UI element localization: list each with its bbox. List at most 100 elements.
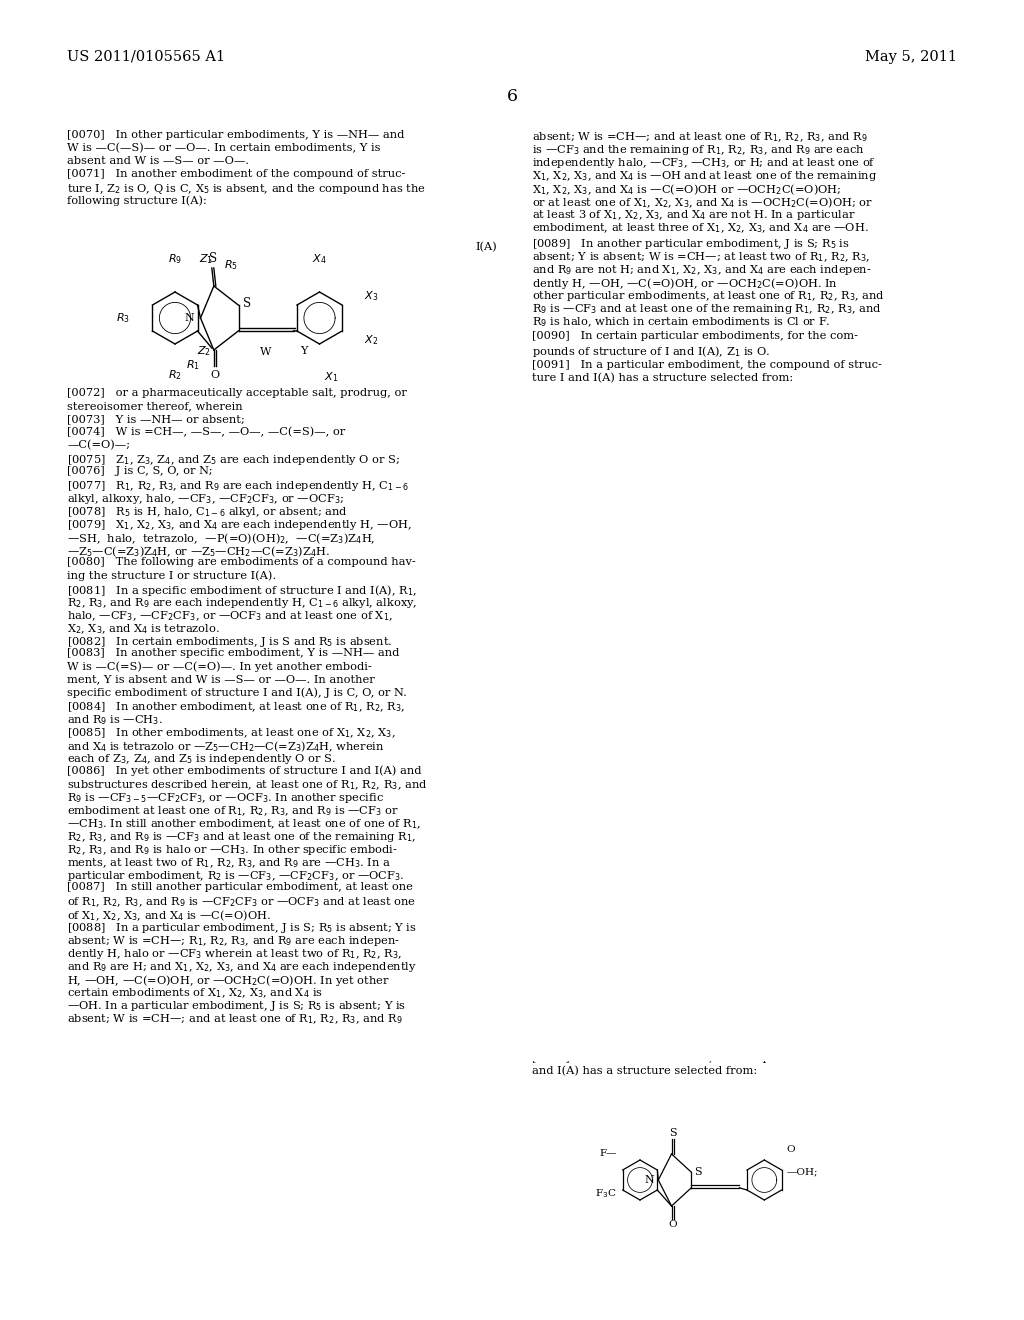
Text: CF$_3$: CF$_3$ [556, 504, 577, 517]
Text: —C(=O)—;: —C(=O)—; [67, 440, 130, 450]
Text: S: S [243, 297, 251, 310]
Text: O: O [628, 833, 637, 842]
Text: specific embodiment of structure I and I(A), J is C, O, or N.: specific embodiment of structure I and I… [67, 686, 407, 697]
Text: is —CF$_3$ and the remaining of R$_1$, R$_2$, R$_3$, and R$_9$ are each: is —CF$_3$ and the remaining of R$_1$, R… [532, 143, 864, 157]
Text: —OH;: —OH; [746, 631, 778, 639]
Text: S: S [629, 891, 636, 902]
Text: $X_2$: $X_2$ [364, 333, 378, 347]
Text: —OH. In a particular embodiment, J is S; R$_5$ is absent; Y is: —OH. In a particular embodiment, J is S;… [67, 999, 407, 1012]
Text: OH: OH [746, 759, 764, 767]
Text: absent; Y is absent; W is =CH—; at least two of R$_1$, R$_2$, R$_3$,: absent; Y is absent; W is =CH—; at least… [532, 249, 870, 264]
Text: —OH;: —OH; [786, 1167, 818, 1176]
Text: [0091]   In a particular embodiment, the compound of struc-: [0091] In a particular embodiment, the c… [532, 360, 882, 370]
Text: $R_9$: $R_9$ [168, 252, 182, 267]
Text: S: S [694, 1167, 701, 1177]
Text: O: O [632, 535, 640, 543]
Text: $R_1$: $R_1$ [186, 358, 200, 372]
Text: [0075]   Z$_1$, Z$_3$, Z$_4$, and Z$_5$ are each independently O or S;: [0075] Z$_1$, Z$_3$, Z$_4$, and Z$_5$ ar… [67, 453, 400, 467]
Text: OH: OH [746, 807, 764, 816]
Text: —CH$_3$. In still another embodiment, at least one of one of R$_1$,: —CH$_3$. In still another embodiment, at… [67, 817, 421, 830]
Text: R$_2$, R$_3$, and R$_9$ is —CF$_3$ and at least one of the remaining R$_1$,: R$_2$, R$_3$, and R$_9$ is —CF$_3$ and a… [67, 830, 416, 843]
Text: X$_1$, X$_2$, X$_3$, and X$_4$ is —C(=O)OH or —OCH$_2$C(=O)OH;: X$_1$, X$_2$, X$_3$, and X$_4$ is —C(=O)… [532, 182, 842, 197]
Text: particular embodiment, R$_2$ is —CF$_3$, —CF$_2$CF$_3$, or —OCF$_3$.: particular embodiment, R$_2$ is —CF$_3$,… [67, 869, 404, 883]
Text: $X_3$: $X_3$ [364, 289, 378, 302]
Text: O: O [210, 370, 219, 380]
Text: following structure I(A):: following structure I(A): [67, 195, 207, 206]
Text: [0084]   In another embodiment, at least one of R$_1$, R$_2$, R$_3$,: [0084] In another embodiment, at least o… [67, 700, 406, 714]
Text: —OH;: —OH; [760, 490, 792, 499]
Text: O: O [746, 609, 755, 618]
Text: O: O [628, 537, 637, 546]
Text: $R_5$: $R_5$ [224, 259, 238, 272]
Text: H, —OH, —C(=O)OH, or —OCH$_2$C(=O)OH. In yet other: H, —OH, —C(=O)OH, or —OCH$_2$C(=O)OH. In… [67, 973, 389, 987]
Text: absent; W is =CH—; R$_1$, R$_2$, R$_3$, and R$_9$ are each indepen-: absent; W is =CH—; R$_1$, R$_2$, R$_3$, … [67, 935, 399, 948]
Text: [0083]   In another specific embodiment, Y is —NH— and: [0083] In another specific embodiment, Y… [67, 648, 399, 657]
Text: and R$_9$ are H; and X$_1$, X$_2$, X$_3$, and X$_4$ are each independently: and R$_9$ are H; and X$_1$, X$_2$, X$_3$… [67, 960, 417, 974]
Text: F$_3$C: F$_3$C [555, 651, 577, 664]
Text: W is —C(—S)— or —O—. In certain embodiments, Y is: W is —C(—S)— or —O—. In certain embodime… [67, 143, 381, 153]
Text: substructures described herein, at least one of R$_1$, R$_2$, R$_3$, and: substructures described herein, at least… [67, 777, 427, 792]
Text: CF$_3$: CF$_3$ [552, 470, 573, 483]
Text: I(A): I(A) [475, 242, 497, 252]
Text: absent; W is =CH—; and at least one of R$_1$, R$_2$, R$_3$, and R$_9$: absent; W is =CH—; and at least one of R… [532, 129, 867, 144]
Text: R$_9$ is —CF$_{3-5}$—CF$_2$CF$_3$, or —OCF$_3$. In another specific: R$_9$ is —CF$_{3-5}$—CF$_2$CF$_3$, or —O… [67, 791, 384, 805]
Text: [0092]   In other embodiments, the compound of structure I: [0092] In other embodiments, the compoun… [532, 1053, 880, 1063]
Text: ing the structure I or structure I(A).: ing the structure I or structure I(A). [67, 570, 276, 581]
Text: US 2011/0105565 A1: US 2011/0105565 A1 [67, 50, 225, 63]
Text: $Z_2$: $Z_2$ [197, 345, 211, 358]
Text: S: S [629, 445, 636, 455]
Text: —Z$_5$—C(=Z$_3$)Z$_4$H, or —Z$_5$—CH$_2$—C(=Z$_3$)Z$_4$H.: —Z$_5$—C(=Z$_3$)Z$_4$H, or —Z$_5$—CH$_2$… [67, 544, 330, 558]
Text: and R$_9$ are not H; and X$_1$, X$_2$, X$_3$, and X$_4$ are each indepen-: and R$_9$ are not H; and X$_1$, X$_2$, X… [532, 263, 871, 277]
Text: 6: 6 [507, 88, 517, 106]
Text: [0086]   In yet other embodiments of structure I and I(A) and: [0086] In yet other embodiments of struc… [67, 766, 422, 776]
Text: R$_2$, R$_3$, and R$_9$ are each independently H, C$_{1-6}$ alkyl, alkoxy,: R$_2$, R$_3$, and R$_9$ are each indepen… [67, 597, 418, 610]
Text: $X_4$: $X_4$ [312, 252, 327, 267]
Text: [0073]   Y is —NH— or absent;: [0073] Y is —NH— or absent; [67, 414, 245, 424]
Text: [0085]   In other embodiments, at least one of X$_1$, X$_2$, X$_3$,: [0085] In other embodiments, at least on… [67, 726, 395, 739]
Text: of X$_1$, X$_2$, X$_3$, and X$_4$ is —C(=O)OH.: of X$_1$, X$_2$, X$_3$, and X$_4$ is —C(… [67, 908, 271, 923]
Text: $R_3$: $R_3$ [116, 312, 130, 325]
Text: [0070]   In other particular embodiments, Y is —NH— and: [0070] In other particular embodiments, … [67, 129, 404, 140]
Text: —OH: —OH [746, 927, 774, 936]
Text: [0082]   In certain embodiments, J is S and R$_5$ is absent.: [0082] In certain embodiments, J is S an… [67, 635, 392, 649]
Text: S: S [654, 484, 662, 494]
Text: [0079]   X$_1$, X$_2$, X$_3$, and X$_4$ are each independently H, —OH,: [0079] X$_1$, X$_2$, X$_3$, and X$_4$ ar… [67, 517, 412, 532]
Text: O: O [760, 516, 769, 524]
Text: embodiment at least one of R$_1$, R$_2$, R$_3$, and R$_9$ is —CF$_3$ or: embodiment at least one of R$_1$, R$_2$,… [67, 804, 398, 817]
Text: absent and W is —S— or —O—.: absent and W is —S— or —O—. [67, 156, 249, 166]
Text: each of Z$_3$, Z$_4$, and Z$_5$ is independently O or S.: each of Z$_3$, Z$_4$, and Z$_5$ is indep… [67, 752, 336, 766]
Text: —OH.: —OH. [746, 946, 777, 956]
Text: S: S [654, 630, 662, 640]
Text: N: N [604, 638, 614, 648]
Text: —OH: —OH [760, 466, 788, 474]
Text: X$_2$, X$_3$, and X$_4$ is tetrazolo.: X$_2$, X$_3$, and X$_4$ is tetrazolo. [67, 622, 220, 636]
Text: HO: HO [746, 664, 764, 672]
Text: pounds of structure of I and I(A), Z$_1$ is O.: pounds of structure of I and I(A), Z$_1$… [532, 345, 770, 359]
Text: [0089]   In another particular embodiment, J is S; R$_5$ is: [0089] In another particular embodiment,… [532, 238, 850, 251]
Text: absent; W is =CH—; and at least one of R$_1$, R$_2$, R$_3$, and R$_9$: absent; W is =CH—; and at least one of R… [67, 1012, 402, 1026]
Text: N: N [604, 939, 614, 948]
Text: stereoisomer thereof, wherein: stereoisomer thereof, wherein [67, 401, 243, 411]
Text: R$_9$ is halo, which in certain embodiments is Cl or F.: R$_9$ is halo, which in certain embodime… [532, 315, 830, 329]
Text: Y: Y [300, 346, 307, 356]
Text: [0078]   R$_5$ is H, halo, C$_{1-6}$ alkyl, or absent; and: [0078] R$_5$ is H, halo, C$_{1-6}$ alkyl… [67, 506, 347, 519]
Text: [0081]   In a specific embodiment of structure I and I(A), R$_1$,: [0081] In a specific embodiment of struc… [67, 583, 417, 598]
Text: S: S [209, 252, 217, 265]
Text: $X_1$: $X_1$ [325, 370, 339, 384]
Text: and I(A) has a structure selected from:: and I(A) has a structure selected from: [532, 1067, 757, 1076]
Text: $Z_1$: $Z_1$ [199, 252, 213, 267]
Text: and X$_4$ is tetrazolo or —Z$_5$—CH$_2$—C(=Z$_3$)Z$_4$H, wherein: and X$_4$ is tetrazolo or —Z$_5$—CH$_2$—… [67, 739, 384, 754]
Text: S: S [632, 434, 640, 444]
Text: CF$_3$: CF$_3$ [556, 950, 577, 964]
Text: ture I and I(A) has a structure selected from:: ture I and I(A) has a structure selected… [532, 374, 794, 383]
Text: N: N [184, 313, 195, 323]
Text: [0071]   In another embodiment of the compound of struc-: [0071] In another embodiment of the comp… [67, 169, 406, 180]
Text: O: O [628, 983, 637, 993]
Text: S: S [654, 931, 662, 940]
Text: R$_2$, R$_3$, and R$_9$ is halo or —CH$_3$. In other specific embodi-: R$_2$, R$_3$, and R$_9$ is halo or —CH$_… [67, 843, 397, 857]
Text: [0072]   or a pharmaceutically acceptable salt, prodrug, or: [0072] or a pharmaceutically acceptable … [67, 388, 407, 399]
Text: independently halo, —CF$_3$, —CH$_3$, or H; and at least one of: independently halo, —CF$_3$, —CH$_3$, or… [532, 156, 876, 170]
Text: [0077]   R$_1$, R$_2$, R$_3$, and R$_9$ are each independently H, C$_{1-6}$: [0077] R$_1$, R$_2$, R$_3$, and R$_9$ ar… [67, 479, 409, 492]
Text: ture I, Z$_2$ is O, Q is C, X$_5$ is absent, and the compound has the: ture I, Z$_2$ is O, Q is C, X$_5$ is abs… [67, 182, 426, 195]
Text: S: S [629, 741, 636, 751]
